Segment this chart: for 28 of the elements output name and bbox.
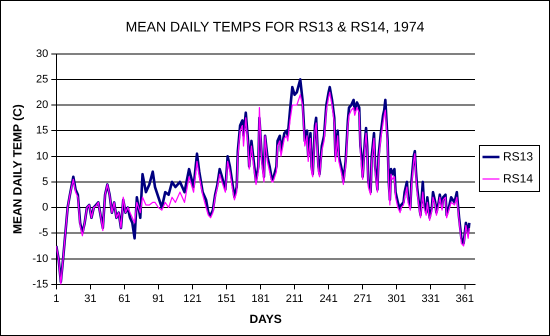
y-tick-label: -5 bbox=[38, 227, 48, 240]
x-tick-label: 151 bbox=[217, 293, 236, 306]
y-axis-title: MEAN DAILY TEMP (C) bbox=[10, 104, 25, 234]
x-tick-label: 241 bbox=[319, 293, 338, 306]
x-tick-label: 121 bbox=[183, 293, 202, 306]
x-tick-label: 91 bbox=[152, 293, 165, 306]
x-tick-label: 211 bbox=[286, 293, 304, 306]
x-tick-label: 301 bbox=[388, 293, 406, 306]
y-tick-label: 30 bbox=[36, 48, 48, 60]
x-tick-label: 331 bbox=[422, 293, 440, 306]
y-tick-label: 20 bbox=[36, 99, 48, 112]
y-tick-label: 25 bbox=[36, 73, 48, 86]
legend-label: RS14 bbox=[502, 171, 534, 186]
x-tick-label: 361 bbox=[456, 293, 474, 306]
x-tick-label: 181 bbox=[251, 293, 270, 306]
y-tick-label: 10 bbox=[36, 150, 48, 162]
y-tick-label: -15 bbox=[32, 278, 48, 290]
x-tick-label: 31 bbox=[84, 293, 96, 306]
x-tick-label: 271 bbox=[353, 293, 372, 306]
y-tick-label: 0 bbox=[42, 202, 48, 214]
legend-label: RS13 bbox=[502, 149, 534, 164]
y-tick-label: -10 bbox=[32, 252, 48, 265]
x-tick-label: 1 bbox=[53, 293, 60, 306]
y-tick-label: 5 bbox=[42, 176, 48, 188]
x-tick-label: 61 bbox=[118, 293, 130, 306]
y-tick-label: 15 bbox=[36, 124, 48, 137]
chart-title: MEAN DAILY TEMPS FOR RS13 & RS14, 1974 bbox=[126, 18, 425, 34]
x-axis-title: DAYS bbox=[250, 312, 282, 326]
